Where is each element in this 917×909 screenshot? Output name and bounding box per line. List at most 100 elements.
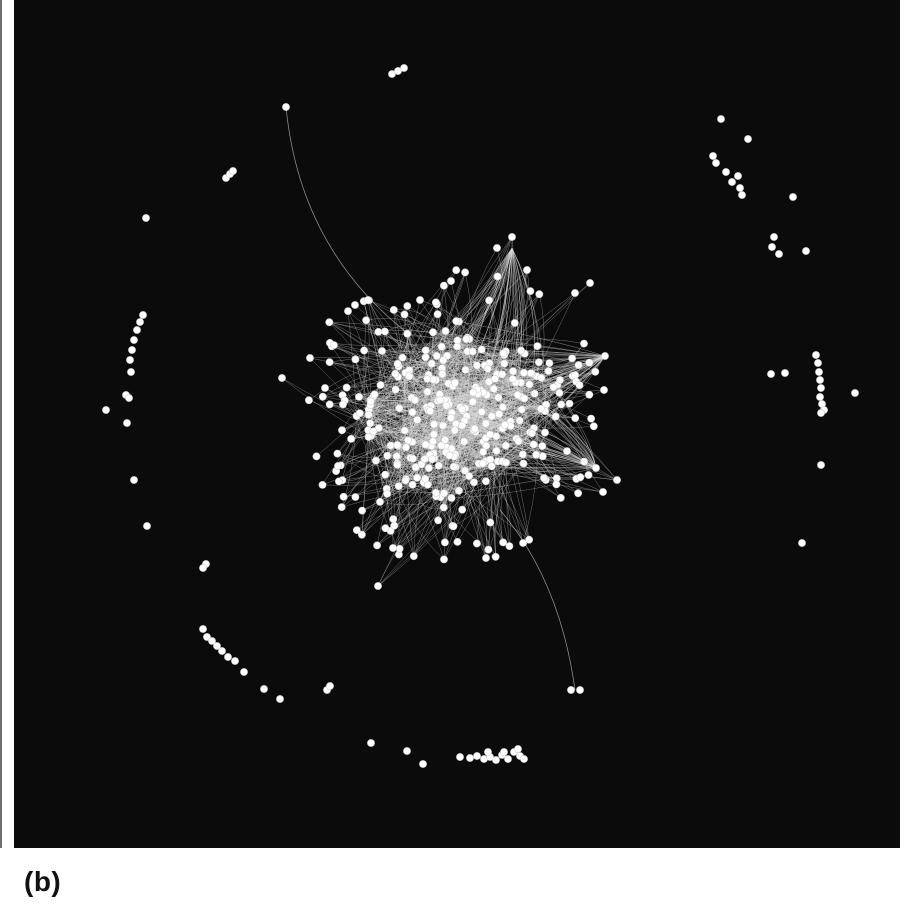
graph-node [381,524,390,533]
graph-node [613,476,621,484]
graph-node [383,451,392,460]
graph-node [409,552,418,560]
graph-edge [378,427,416,468]
graph-node [370,390,379,399]
graph-edge [368,247,513,410]
graph-node [709,152,717,160]
graph-node [423,387,432,396]
graph-node [482,441,491,450]
graph-node [478,459,487,468]
graph-node [438,369,447,378]
graph-node [452,317,461,325]
graph-node [408,454,417,463]
graph-node [389,544,397,552]
graph-node [373,541,381,550]
graph-edge [502,247,518,429]
graph-edge [441,346,606,357]
graph-edge [368,436,391,532]
graph-node [342,383,351,392]
graph-edge [520,396,597,469]
graph-edge [511,247,523,380]
graph-node [555,388,564,397]
graph-node [130,336,138,344]
graph-node [530,389,539,398]
graph-edge [393,309,444,361]
graph-node [429,437,437,446]
graph-edge [515,382,597,469]
graph-edge [405,285,445,373]
graph-node [538,442,547,450]
graph-node [403,747,411,755]
graph-edge [466,337,530,540]
graph-node [390,521,399,530]
graph-node [325,400,334,409]
graph-node [419,760,427,768]
graph-node [199,564,207,572]
graph-node [587,414,595,423]
graph-node [500,748,508,756]
graph-node [529,440,538,449]
graph-node [851,389,859,397]
graph-node [574,361,583,369]
graph-node [817,409,825,417]
graph-node [282,103,290,111]
graph-node [410,396,419,404]
graph-node [816,376,824,384]
graph-edge [356,484,428,531]
graph-node [519,368,528,377]
graph-edge [433,247,513,435]
graph-edge [483,441,597,469]
graph-node [486,455,495,464]
graph-node [812,351,820,359]
graph-edge [329,338,470,346]
graph-node [393,359,402,368]
graph-node [520,755,528,763]
graph-node [509,367,517,376]
graph-node [351,355,360,364]
graph-node [421,474,430,483]
graph-node [128,346,136,354]
graph-node [781,369,789,377]
graph-edge [405,467,597,480]
graph-node [395,544,404,553]
graph-node [505,542,514,550]
graph-node [123,419,131,427]
graph-node [576,473,585,482]
graph-node [483,364,492,373]
graph-node [404,436,412,445]
graph-node [513,390,522,399]
graph-edge [397,376,414,459]
graph-node [712,159,720,167]
graph-node [526,287,535,295]
graph-node [490,374,499,383]
graph-node [276,695,284,703]
graph-node [136,318,144,326]
graph-node [366,419,375,428]
graph-node [580,339,588,348]
graph-node [517,346,525,355]
graph-node [334,462,342,470]
graph-node [428,455,436,464]
graph-edge [379,465,439,503]
graph-node [495,410,503,418]
graph-node [429,430,438,439]
graph-node [468,397,477,406]
graph-node [563,447,571,455]
graph-node [571,414,580,422]
graph-node [545,359,554,367]
graph-node [395,404,404,413]
graph-node [437,441,446,450]
graph-node [600,386,608,394]
graph-edge [424,247,513,460]
graph-node [519,459,528,468]
graph-node [500,359,509,368]
graph-node [321,384,329,392]
graph-node [487,412,496,421]
graph-node [571,289,579,297]
graph-node [338,426,346,435]
graph-node [568,354,576,363]
graph-node [468,347,477,356]
graph-node [493,244,501,252]
graph-node [574,489,582,498]
graph-node [380,327,389,336]
